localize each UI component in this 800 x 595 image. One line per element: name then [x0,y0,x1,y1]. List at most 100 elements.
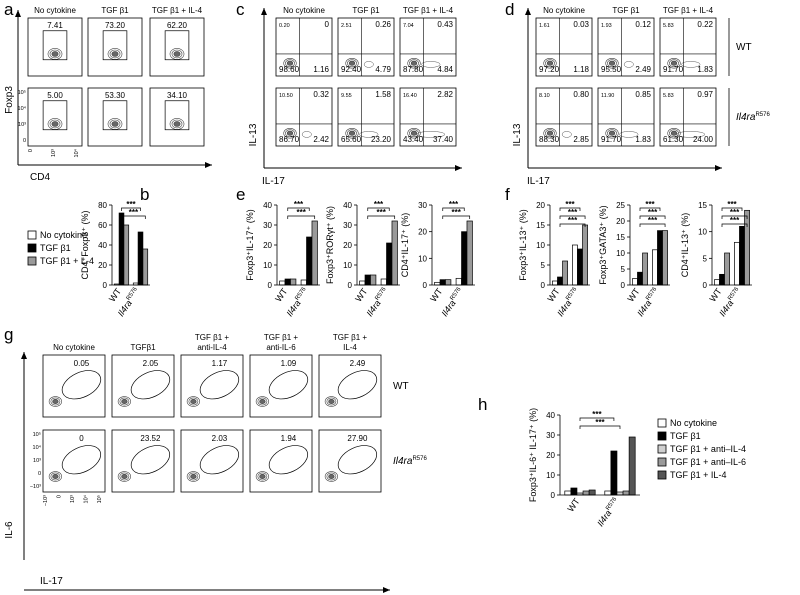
quadrant-value: 0 [325,20,330,29]
y-tick-label: 80 [98,201,107,210]
significance: *** [727,200,737,209]
quadrant-value: 91.70 [601,135,622,144]
significance: *** [126,200,136,209]
contour [669,59,679,68]
x-tick-label: Il4raR576 [364,286,391,318]
x-tick-label: WT [565,496,582,514]
flow-plot [87,87,143,147]
contour [605,127,619,139]
legend-swatch [657,470,667,480]
contour [186,471,200,482]
contour [49,119,61,129]
contour [283,57,297,69]
x-tick-label: Il4raR576 [595,496,622,528]
row-label: WT [736,42,752,53]
contour [51,51,59,57]
y-tick-label: 0 [703,281,708,290]
category: Il4ra [284,298,302,318]
legend-label: No cytokine [670,418,717,428]
x-axis-label: IL-17 [40,576,63,587]
quadrant-value: 7.04 [403,23,414,29]
y-tick-label: 15 [616,233,625,242]
contour [607,59,617,68]
y-tick-label: 30 [546,431,555,440]
contour [190,473,197,480]
contour [345,57,359,69]
significance-bracket [639,215,666,219]
gate-value: 53.30 [105,91,126,100]
significance-bracket [639,207,661,211]
gate [199,445,240,475]
contour [348,130,356,136]
column-title: TGF β1 + [333,333,367,342]
column-title: TGF β1 + IL-4 [403,6,454,15]
y-axis-label: Foxp3⁺RORγt⁺ (%) [325,206,335,284]
contour [51,121,59,127]
quadrant-value: 0.80 [573,90,589,99]
gate-value: 27.90 [347,434,368,443]
x-tick-label: 10⁵ [96,495,103,503]
quadrant-value: 1.93 [601,23,612,29]
contour [285,129,295,138]
bar [562,260,568,286]
contour [121,398,128,405]
bar [137,231,144,286]
bar [461,231,468,286]
bar [572,244,578,286]
legend-swatch [27,256,37,266]
contour [347,129,357,138]
contour [326,397,337,406]
quadrant-value: 4.79 [375,65,391,74]
gate-value: 1.17 [212,359,228,368]
contour [407,127,421,139]
row-label: Il4raR576 [393,456,427,467]
y-axis-label: CD4⁺IL-13⁺ (%) [680,213,690,278]
flow-plot [149,87,205,147]
flow-plot [87,17,143,77]
y-axis-label: Foxp3⁺IL-6⁺ IL-17⁺ (%) [528,408,538,502]
bar [290,278,297,286]
quadrant-value: 2.51 [341,23,352,29]
flow-plot [249,429,313,493]
row-label-main: WT [736,42,752,53]
contour [286,130,294,136]
significance: *** [568,208,578,217]
contour [667,57,681,69]
contour [545,129,555,138]
y-axis-label: Foxp3⁺IL-13⁺ (%) [518,209,528,281]
contour [324,471,339,482]
y-tick-label: 5 [621,265,626,274]
significance-bracket [442,215,471,219]
quadrant-value: 24.00 [693,135,714,144]
gate [337,370,378,400]
legend-swatch [657,444,667,454]
quadrant-value: 23.20 [371,135,392,144]
contour [324,396,339,407]
quadrant-value: 2.85 [573,135,589,144]
bar [300,279,307,286]
contour [416,131,446,138]
contour [286,60,294,66]
y-tick-label: 10 [546,471,555,480]
contour [409,59,419,68]
x-tick-label: 10⁴ [73,148,80,157]
contour [171,49,183,59]
significance: *** [294,200,304,209]
x-tick-label: 10³ [51,149,57,157]
flow-plot [149,17,205,77]
significance-bracket [639,223,666,227]
contour [545,59,555,68]
category-sup: R576 [645,286,659,302]
y-axis-label: IL-13 [512,123,523,146]
row-label-main: WT [393,381,409,392]
y-tick-label: 10⁴ [18,105,27,112]
contour [546,130,554,136]
contour [186,396,200,407]
y-tick-label: 0 [423,281,428,290]
y-tick-label: 0 [551,491,556,500]
y-tick-label: 25 [616,201,625,210]
gate-value: 2.03 [212,434,228,443]
y-tick-label: 20 [616,217,625,226]
quadrant-value: 5.83 [663,23,674,29]
y-tick-label: 0 [38,471,41,477]
